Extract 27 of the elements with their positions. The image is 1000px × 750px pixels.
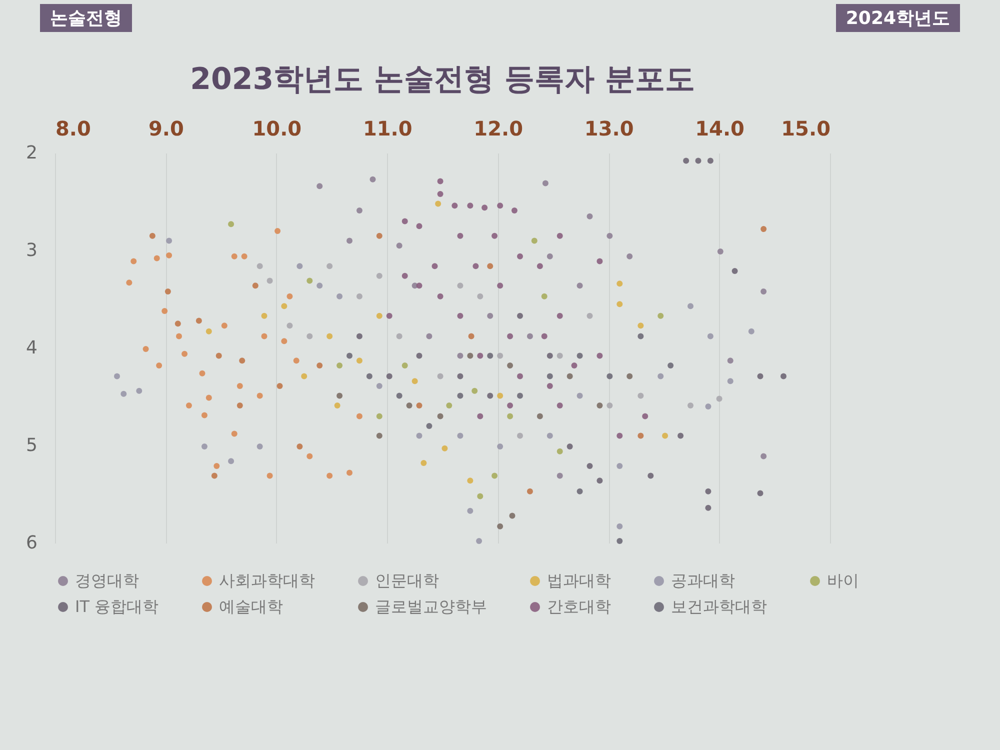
legend-label: 인문대학 — [375, 571, 439, 590]
legend-label: 간호대학 — [547, 597, 611, 616]
x-tick-label: 13.0 — [584, 116, 634, 140]
legend-label: 법과대학 — [547, 571, 611, 590]
x-tick-label: 12.0 — [474, 116, 524, 140]
text: 논술전형 — [40, 4, 132, 32]
x-tick-label: 15.0 — [781, 116, 830, 140]
x-tick-label: 14.0 — [695, 116, 744, 140]
legend-label: 예술대학 — [219, 597, 283, 616]
legend-label: 사회과학대학 — [219, 571, 315, 590]
text: 2024학년도 — [836, 4, 960, 32]
x-tick-label: 9.0 — [148, 116, 184, 140]
chart-title: 2023학년도 논술전형 등록자 분포도 — [190, 62, 695, 97]
legend-label: 공과대학 — [671, 571, 735, 590]
y-tick-label: 2 — [26, 142, 38, 164]
y-tick-label: 3 — [26, 240, 38, 261]
legend-label: IT 융합대학 — [75, 597, 159, 616]
y-tick-label: 4 — [26, 338, 38, 358]
legend-label: 글로벌교양학부 — [375, 597, 487, 616]
x-tick-label: 8.0 — [56, 116, 91, 140]
x-tick-label: 10.0 — [252, 116, 302, 140]
legend-label: 경영대학 — [75, 571, 139, 590]
legend-label: 보건과학대학 — [671, 597, 767, 616]
y-tick-label: 5 — [26, 435, 38, 456]
legend-label: 바이 — [827, 571, 859, 590]
y-tick-label: 6 — [26, 532, 38, 554]
x-tick-label: 11.0 — [362, 116, 412, 140]
